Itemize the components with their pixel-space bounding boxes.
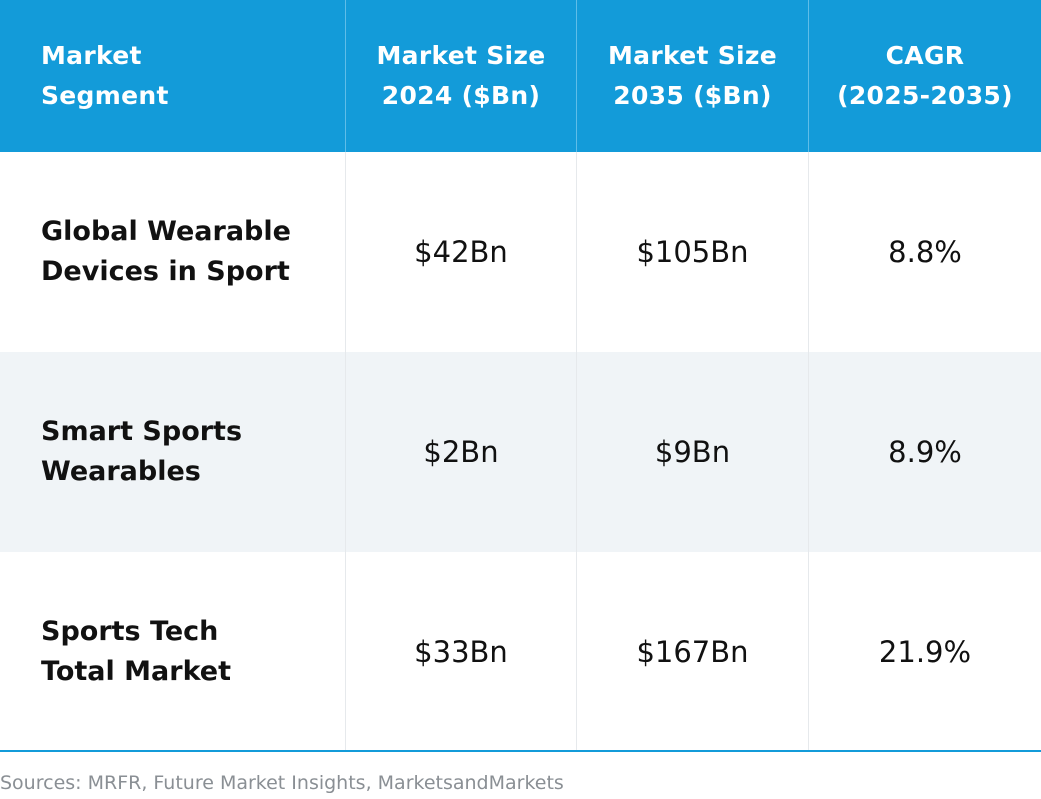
market-table: Market Segment Market Size 2024 ($Bn) Ma… xyxy=(0,0,1041,752)
table-row: Global Wearable Devices in Sport $42Bn $… xyxy=(0,152,1041,352)
header-market-size-2035: Market Size 2035 ($Bn) xyxy=(576,0,808,152)
size-2024-cell: $2Bn xyxy=(345,352,576,552)
header-label: CAGR (2025-2035) xyxy=(837,41,1013,110)
header-cagr: CAGR (2025-2035) xyxy=(808,0,1041,152)
header-market-segment: Market Segment xyxy=(0,0,345,152)
table-header: Market Segment Market Size 2024 ($Bn) Ma… xyxy=(0,0,1041,152)
header-label: Market Size 2035 ($Bn) xyxy=(607,41,778,110)
header-market-size-2024: Market Size 2024 ($Bn) xyxy=(345,0,576,152)
cagr-cell: 8.8% xyxy=(808,152,1041,352)
header-label: Market Segment xyxy=(41,41,169,110)
size-2035-cell: $9Bn xyxy=(576,352,808,552)
segment-cell: Sports Tech Total Market xyxy=(41,616,232,687)
size-2024-cell: $42Bn xyxy=(345,152,576,352)
source-note: Sources: MRFR, Future Market Insights, M… xyxy=(0,772,564,794)
size-2035-cell: $167Bn xyxy=(576,552,808,752)
cagr-cell: 21.9% xyxy=(808,552,1041,752)
segment-cell: Global Wearable Devices in Sport xyxy=(41,216,291,287)
header-label: Market Size 2024 ($Bn) xyxy=(376,41,546,110)
table-row: Sports Tech Total Market $33Bn $167Bn 21… xyxy=(0,552,1041,752)
segment-cell: Smart Sports Wearables xyxy=(41,416,243,487)
bottom-rule xyxy=(0,750,1041,752)
size-2035-cell: $105Bn xyxy=(576,152,808,352)
table-row: Smart Sports Wearables $2Bn $9Bn 8.9% xyxy=(0,352,1041,552)
size-2024-cell: $33Bn xyxy=(345,552,576,752)
cagr-cell: 8.9% xyxy=(808,352,1041,552)
